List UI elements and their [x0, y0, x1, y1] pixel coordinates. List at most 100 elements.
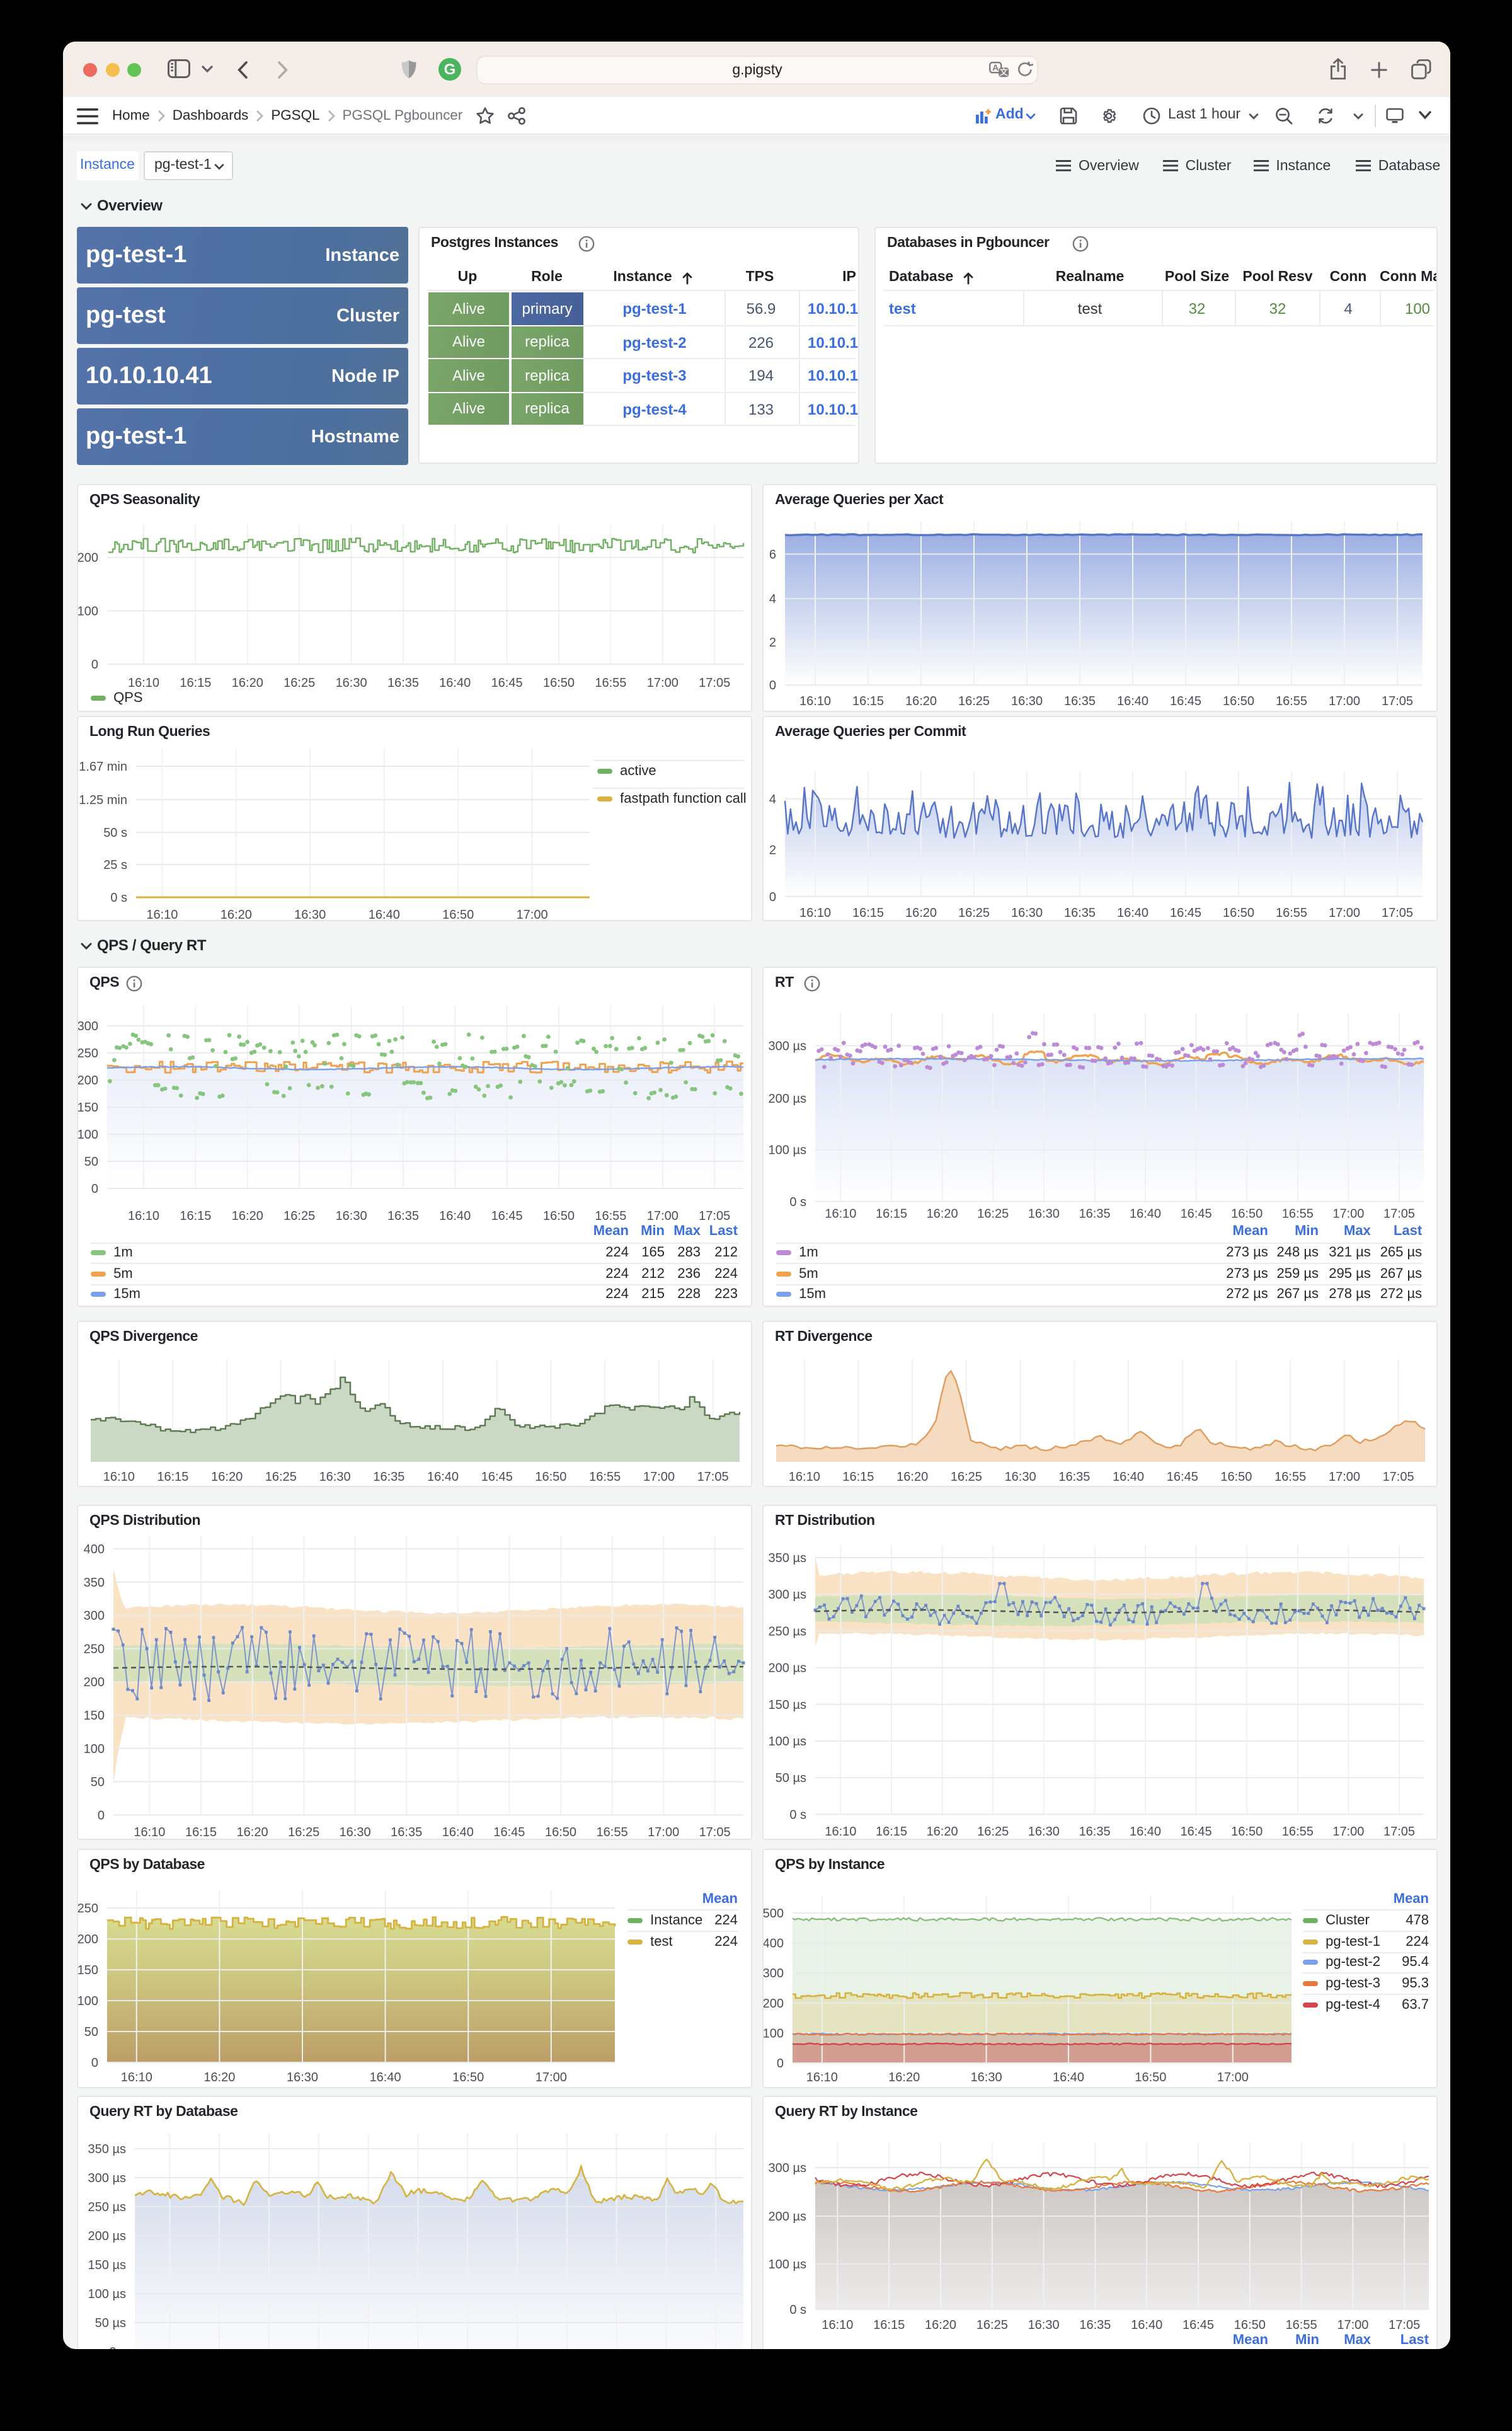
svg-text:16:35: 16:35 — [1079, 1825, 1111, 1839]
svg-text:17:05: 17:05 — [1382, 906, 1413, 920]
svg-text:16:15: 16:15 — [157, 1470, 188, 1484]
svg-text:150: 150 — [84, 1709, 105, 1723]
svg-text:100: 100 — [78, 1994, 98, 2008]
svg-text:16:40: 16:40 — [439, 1209, 471, 1223]
svg-text:17:00: 17:00 — [1329, 694, 1360, 708]
svg-text:16:40: 16:40 — [442, 1825, 474, 1839]
svg-text:16:50: 16:50 — [1223, 694, 1254, 708]
svg-text:16:50: 16:50 — [1135, 2071, 1166, 2084]
svg-text:16:50: 16:50 — [545, 1825, 576, 1839]
svg-text:16:20: 16:20 — [232, 1209, 263, 1223]
svg-text:200: 200 — [84, 1675, 105, 1689]
svg-text:250: 250 — [84, 1642, 105, 1656]
svg-text:200: 200 — [78, 1933, 98, 1946]
svg-text:50: 50 — [91, 1776, 105, 1790]
svg-text:17:00: 17:00 — [1332, 1207, 1364, 1221]
svg-text:16:25: 16:25 — [977, 1207, 1009, 1221]
svg-text:50 µs: 50 µs — [776, 1771, 806, 1785]
svg-text:150: 150 — [78, 1101, 98, 1115]
svg-text:17:00: 17:00 — [1337, 2318, 1368, 2332]
svg-text:16:20: 16:20 — [237, 1825, 268, 1839]
svg-text:200: 200 — [78, 1074, 98, 1088]
svg-text:350 µs: 350 µs — [88, 2142, 126, 2156]
svg-text:16:25: 16:25 — [288, 1825, 319, 1839]
svg-text:200: 200 — [78, 551, 98, 565]
svg-text:16:35: 16:35 — [391, 1825, 422, 1839]
svg-text:0: 0 — [91, 658, 98, 672]
svg-text:200 µs: 200 µs — [769, 1662, 806, 1675]
svg-text:500: 500 — [764, 1907, 784, 1921]
svg-text:16:25: 16:25 — [977, 1825, 1009, 1839]
svg-text:0: 0 — [769, 890, 776, 904]
svg-text:16:25: 16:25 — [284, 676, 315, 690]
svg-text:16:15: 16:15 — [876, 1825, 907, 1839]
svg-text:16:20: 16:20 — [925, 2318, 956, 2332]
svg-text:300 µs: 300 µs — [769, 2161, 806, 2175]
svg-text:16:20: 16:20 — [232, 676, 263, 690]
svg-text:16:20: 16:20 — [220, 908, 252, 921]
svg-text:16:10: 16:10 — [822, 2318, 853, 2332]
svg-text:300 µs: 300 µs — [769, 1588, 806, 1602]
svg-text:2: 2 — [769, 844, 776, 858]
svg-text:16:40: 16:40 — [370, 2071, 401, 2084]
svg-text:16:30: 16:30 — [1028, 1207, 1060, 1221]
svg-text:16:35: 16:35 — [387, 1209, 419, 1223]
svg-text:4: 4 — [769, 592, 776, 606]
svg-text:1.25 min: 1.25 min — [79, 793, 127, 807]
svg-text:16:40: 16:40 — [369, 908, 400, 921]
svg-text:0 s: 0 s — [110, 891, 127, 905]
svg-text:16:10: 16:10 — [806, 2071, 838, 2084]
svg-text:150 µs: 150 µs — [769, 1698, 806, 1712]
svg-text:16:55: 16:55 — [1276, 906, 1307, 920]
svg-text:16:15: 16:15 — [852, 694, 884, 708]
svg-text:16:25: 16:25 — [265, 1470, 297, 1484]
svg-text:0: 0 — [98, 1808, 105, 1822]
svg-text:16:45: 16:45 — [1170, 906, 1201, 920]
svg-text:150 µs: 150 µs — [88, 2258, 126, 2272]
svg-text:300: 300 — [764, 1967, 784, 1980]
svg-text:16:30: 16:30 — [340, 1825, 371, 1839]
svg-text:16:45: 16:45 — [1181, 1825, 1212, 1839]
svg-text:17:00: 17:00 — [643, 1470, 675, 1484]
svg-text:4: 4 — [769, 793, 776, 807]
svg-text:16:30: 16:30 — [971, 2071, 1002, 2084]
svg-text:16:50: 16:50 — [1223, 906, 1254, 920]
svg-text:200 µs: 200 µs — [769, 1092, 806, 1106]
svg-text:16:55: 16:55 — [1282, 1207, 1314, 1221]
svg-text:16:15: 16:15 — [852, 906, 884, 920]
svg-text:16:40: 16:40 — [1130, 1825, 1161, 1839]
svg-text:50: 50 — [84, 1155, 98, 1169]
svg-text:16:15: 16:15 — [185, 1825, 217, 1839]
svg-text:16:50: 16:50 — [1231, 1207, 1263, 1221]
svg-text:16:35: 16:35 — [387, 676, 419, 690]
svg-text:16:20: 16:20 — [896, 1470, 928, 1484]
svg-text:16:30: 16:30 — [336, 676, 367, 690]
svg-text:16:20: 16:20 — [888, 2071, 920, 2084]
svg-text:16:35: 16:35 — [1079, 1207, 1111, 1221]
svg-text:16:10: 16:10 — [128, 676, 159, 690]
svg-text:17:05: 17:05 — [1383, 1470, 1414, 1484]
svg-text:16:40: 16:40 — [427, 1470, 459, 1484]
svg-text:16:50: 16:50 — [543, 676, 575, 690]
svg-text:16:50: 16:50 — [442, 908, 474, 921]
svg-text:16:35: 16:35 — [373, 1470, 404, 1484]
svg-text:16:30: 16:30 — [287, 2071, 318, 2084]
svg-text:16:10: 16:10 — [825, 1825, 856, 1839]
svg-text:16:10: 16:10 — [128, 1209, 159, 1223]
svg-text:16:55: 16:55 — [595, 676, 626, 690]
svg-text:0 s: 0 s — [789, 1195, 806, 1209]
svg-text:16:20: 16:20 — [927, 1207, 958, 1221]
svg-text:0: 0 — [91, 2056, 98, 2070]
svg-text:16:40: 16:40 — [1053, 2071, 1084, 2084]
svg-text:17:05: 17:05 — [1383, 1825, 1415, 1839]
svg-text:17:05: 17:05 — [1383, 1207, 1415, 1221]
svg-text:25 s: 25 s — [103, 858, 127, 872]
svg-text:17:05: 17:05 — [1382, 694, 1413, 708]
svg-text:200: 200 — [764, 1997, 784, 2011]
svg-text:16:15: 16:15 — [180, 1209, 211, 1223]
svg-text:300: 300 — [78, 1020, 98, 1033]
svg-text:16:50: 16:50 — [1220, 1470, 1252, 1484]
svg-text:17:05: 17:05 — [699, 676, 730, 690]
svg-text:16:25: 16:25 — [951, 1470, 982, 1484]
svg-text:16:50: 16:50 — [1234, 2318, 1266, 2332]
